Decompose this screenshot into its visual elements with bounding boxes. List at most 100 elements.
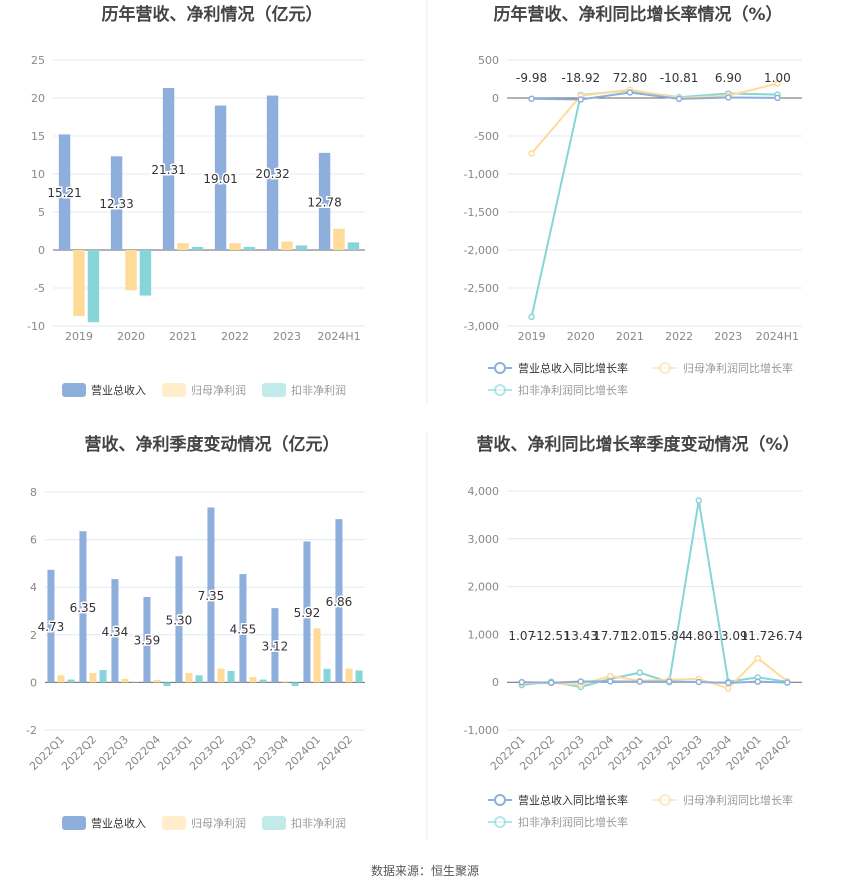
- bar-parent-net-profit[interactable]: [345, 668, 353, 683]
- data-point[interactable]: [695, 497, 702, 504]
- data-point[interactable]: [754, 678, 761, 685]
- legend-item[interactable]: 归母净利润: [162, 816, 246, 830]
- data-label: 12.01: [623, 629, 657, 643]
- data-point[interactable]: [695, 678, 702, 686]
- data-point[interactable]: [784, 679, 791, 686]
- bar-parent-net-profit[interactable]: [217, 668, 225, 683]
- data-label: 7.35: [198, 589, 225, 603]
- bar-deducted-net-profit[interactable]: [195, 675, 203, 683]
- data-point[interactable]: [626, 89, 634, 96]
- legend-item[interactable]: 归母净利润同比增长率: [653, 361, 793, 375]
- bar-revenue[interactable]: [47, 569, 55, 683]
- bar-parent-net-profit[interactable]: [281, 241, 293, 250]
- legend-item[interactable]: 营业总收入同比增长率: [488, 361, 628, 375]
- legend-item[interactable]: 归母净利润: [162, 383, 246, 397]
- legend-item[interactable]: 扣非净利润同比增长率: [488, 815, 628, 829]
- bar-revenue[interactable]: [266, 95, 279, 251]
- bar-deducted-net-profit[interactable]: [243, 246, 256, 250]
- legend-item[interactable]: 营业总收入: [62, 816, 146, 830]
- bar-deducted-net-profit[interactable]: [163, 682, 171, 686]
- bar-parent-net-profit[interactable]: [249, 677, 257, 683]
- bar-deducted-net-profit[interactable]: [227, 670, 235, 683]
- bar-deducted-net-profit[interactable]: [131, 682, 139, 683]
- y-tick-label: 10: [31, 168, 45, 181]
- bar-deducted-net-profit[interactable]: [67, 679, 75, 683]
- legend-item[interactable]: 扣非净利润: [262, 383, 346, 397]
- bar-revenue[interactable]: [175, 556, 183, 683]
- y-tick-label: 0: [492, 676, 499, 689]
- data-point[interactable]: [725, 94, 732, 101]
- data-point[interactable]: [675, 95, 683, 103]
- data-point[interactable]: [528, 313, 535, 321]
- bar-revenue[interactable]: [318, 152, 331, 250]
- data-point[interactable]: [774, 94, 781, 102]
- data-point[interactable]: [754, 655, 761, 662]
- bar-parent-net-profit[interactable]: [89, 672, 97, 683]
- legend-marker-icon: [494, 384, 506, 396]
- chart-2: 历年营收、净利同比增长率情况（%） -3,000 -2,500 -2,000 -1,50…: [464, 4, 802, 397]
- bar-revenue[interactable]: [271, 608, 279, 683]
- bar-parent-net-profit[interactable]: [125, 250, 137, 291]
- y-tick-label: -2: [26, 724, 37, 737]
- bar-revenue[interactable]: [214, 105, 227, 250]
- bar-parent-net-profit[interactable]: [177, 243, 189, 250]
- data-point[interactable]: [607, 672, 614, 680]
- bar-parent-net-profit[interactable]: [333, 228, 345, 250]
- bar-deducted-net-profit[interactable]: [355, 670, 363, 683]
- data-point[interactable]: [548, 679, 555, 687]
- bar-deducted-net-profit[interactable]: [295, 245, 308, 250]
- bar-revenue[interactable]: [303, 541, 311, 683]
- data-point[interactable]: [666, 678, 673, 685]
- bar-deducted-net-profit[interactable]: [139, 250, 152, 296]
- bar-parent-net-profit[interactable]: [73, 250, 85, 317]
- series-line: [530, 89, 778, 318]
- legend-label: 归母净利润: [191, 816, 246, 830]
- bar-parent-net-profit[interactable]: [281, 681, 289, 683]
- data-point[interactable]: [577, 96, 584, 103]
- bar-parent-net-profit[interactable]: [121, 678, 129, 683]
- y-tick-label: -1,000: [464, 724, 499, 737]
- data-point[interactable]: [528, 95, 535, 103]
- data-point[interactable]: [725, 679, 732, 687]
- bar-revenue[interactable]: [58, 134, 71, 250]
- bar-parent-net-profit[interactable]: [57, 675, 65, 683]
- bar-deducted-net-profit[interactable]: [191, 246, 204, 250]
- bar-revenue[interactable]: [239, 574, 247, 683]
- bar-revenue[interactable]: [207, 507, 215, 683]
- legend-item[interactable]: 扣非净利润同比增长率: [488, 383, 628, 397]
- legend-item[interactable]: 扣非净利润: [262, 816, 346, 830]
- bar-deducted-net-profit[interactable]: [347, 242, 360, 250]
- bar-parent-net-profit[interactable]: [185, 672, 193, 683]
- bar-deducted-net-profit[interactable]: [291, 682, 299, 686]
- bar-revenue[interactable]: [162, 88, 175, 250]
- bar-revenue[interactable]: [111, 579, 119, 683]
- legend-swatch: [62, 383, 86, 397]
- legend-marker-icon: [494, 816, 506, 828]
- data-point[interactable]: [528, 150, 535, 157]
- bar-parent-net-profit[interactable]: [313, 628, 321, 683]
- legend-item[interactable]: 营业总收入同比增长率: [488, 793, 628, 807]
- data-label: -9.98: [516, 71, 547, 85]
- data-point[interactable]: [577, 678, 584, 685]
- legend-item[interactable]: 归母净利润同比增长率: [653, 793, 793, 807]
- data-label: 5.30: [166, 613, 193, 627]
- bar-parent-net-profit[interactable]: [229, 243, 241, 250]
- data-point[interactable]: [774, 80, 781, 87]
- bar-revenue[interactable]: [79, 531, 87, 683]
- bar-deducted-net-profit[interactable]: [259, 679, 267, 683]
- bar-revenue[interactable]: [143, 596, 151, 683]
- legend-item[interactable]: 营业总收入: [62, 383, 146, 397]
- data-point[interactable]: [725, 685, 732, 692]
- bar-deducted-net-profit[interactable]: [99, 670, 107, 683]
- data-point[interactable]: [636, 678, 643, 685]
- bar-deducted-net-profit[interactable]: [323, 668, 331, 683]
- data-label: -6.74: [772, 629, 803, 643]
- bar-parent-net-profit[interactable]: [153, 680, 161, 683]
- bar-revenue[interactable]: [110, 156, 123, 250]
- bar-revenue[interactable]: [335, 519, 343, 683]
- bar-deducted-net-profit[interactable]: [87, 250, 100, 323]
- data-point[interactable]: [636, 669, 643, 676]
- data-point[interactable]: [607, 678, 614, 685]
- data-point[interactable]: [518, 678, 525, 686]
